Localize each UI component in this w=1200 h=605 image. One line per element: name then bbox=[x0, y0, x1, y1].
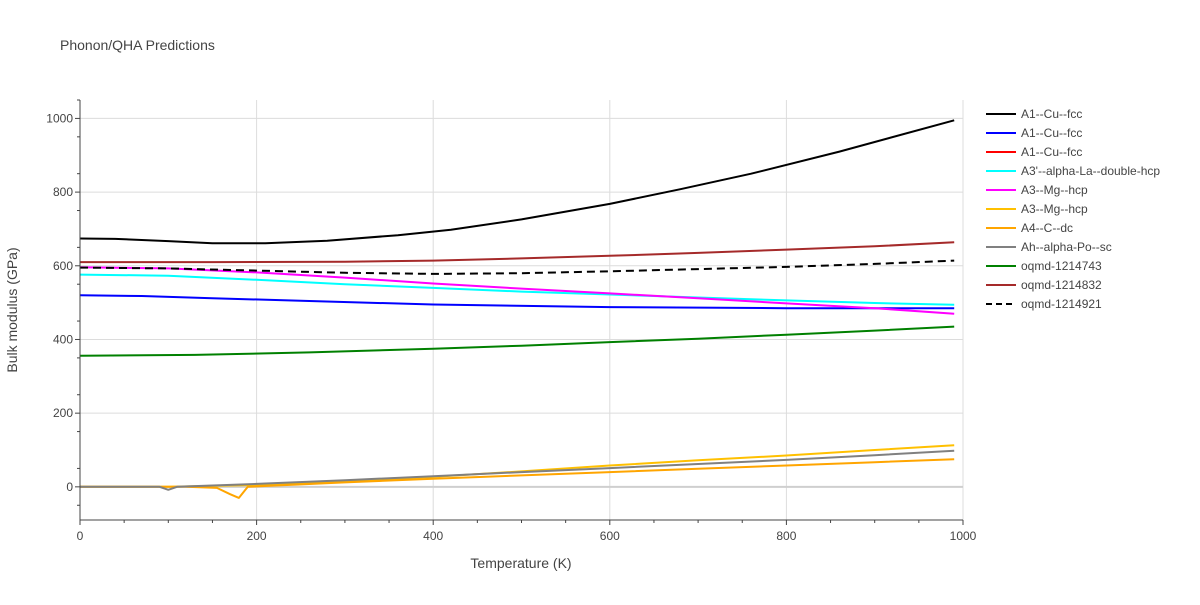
legend-label: A3'--alpha-La--double-hcp bbox=[1021, 164, 1160, 178]
legend-label: A1--Cu--fcc bbox=[1021, 126, 1082, 140]
legend-item[interactable]: oqmd-1214743 bbox=[986, 259, 1102, 273]
y-tick-label: 800 bbox=[53, 185, 73, 199]
legend-item[interactable]: oqmd-1214921 bbox=[986, 297, 1102, 311]
legend-label: A3--Mg--hcp bbox=[1021, 183, 1088, 197]
x-tick-label: 600 bbox=[600, 529, 620, 543]
legend-label: Ah--alpha-Po--sc bbox=[1021, 240, 1112, 254]
grid-lines bbox=[80, 100, 964, 520]
y-tick-label: 400 bbox=[53, 332, 73, 346]
x-tick-label: 400 bbox=[423, 529, 443, 543]
x-tick-label: 200 bbox=[247, 529, 267, 543]
axes: 0 200 400 600 800 1000 0 200 400 600 800 1000 bbox=[46, 99, 977, 543]
legend-label: A1--Cu--fcc bbox=[1021, 145, 1082, 159]
plot-area bbox=[79, 119, 955, 499]
y-tick-label: 1000 bbox=[46, 111, 73, 125]
legend-label: oqmd-1214921 bbox=[1021, 297, 1102, 311]
x-axis-title: Temperature (K) bbox=[470, 555, 571, 571]
y-tick-label: 600 bbox=[53, 259, 73, 273]
legend-item[interactable]: A4--C--dc bbox=[986, 221, 1073, 235]
legend-label: A1--Cu--fcc bbox=[1021, 107, 1082, 121]
series-line-8 bbox=[79, 325, 955, 357]
series-line-3 bbox=[79, 273, 955, 306]
x-tick-label: 0 bbox=[77, 529, 84, 543]
series-line-1 bbox=[79, 294, 955, 310]
legend-item[interactable]: A1--Cu--fcc bbox=[986, 126, 1082, 140]
y-axis-title: Bulk modulus (GPa) bbox=[4, 247, 20, 372]
series-line-7 bbox=[80, 449, 955, 491]
x-tick-label: 800 bbox=[776, 529, 796, 543]
legend-label: oqmd-1214832 bbox=[1021, 278, 1102, 292]
legend-item[interactable]: Ah--alpha-Po--sc bbox=[986, 240, 1112, 254]
legend-label: A3--Mg--hcp bbox=[1021, 202, 1088, 216]
chart-title: Phonon/QHA Predictions bbox=[60, 37, 215, 53]
series-line-5 bbox=[80, 444, 955, 488]
legend-item[interactable]: A3--Mg--hcp bbox=[986, 183, 1088, 197]
legend-item[interactable]: A1--Cu--fcc bbox=[986, 145, 1082, 159]
series-line-6 bbox=[80, 458, 955, 499]
series-line-9 bbox=[80, 241, 955, 264]
series-line-0 bbox=[79, 119, 955, 245]
x-tick-label: 1000 bbox=[950, 529, 977, 543]
legend-item[interactable]: A1--Cu--fcc bbox=[986, 107, 1082, 121]
legend-label: A4--C--dc bbox=[1021, 221, 1073, 235]
legend-item[interactable]: A3--Mg--hcp bbox=[986, 202, 1088, 216]
legend-item[interactable]: A3'--alpha-La--double-hcp bbox=[986, 164, 1160, 178]
y-tick-label: 200 bbox=[53, 406, 73, 420]
legend[interactable]: A1--Cu--fcc A1--Cu--fcc A1--Cu--fcc A3'--al… bbox=[986, 107, 1160, 311]
y-tick-label: 0 bbox=[66, 480, 73, 494]
series-line-4 bbox=[79, 266, 955, 315]
legend-item[interactable]: oqmd-1214832 bbox=[986, 278, 1102, 292]
series-line-10 bbox=[79, 259, 955, 275]
legend-label: oqmd-1214743 bbox=[1021, 259, 1102, 273]
